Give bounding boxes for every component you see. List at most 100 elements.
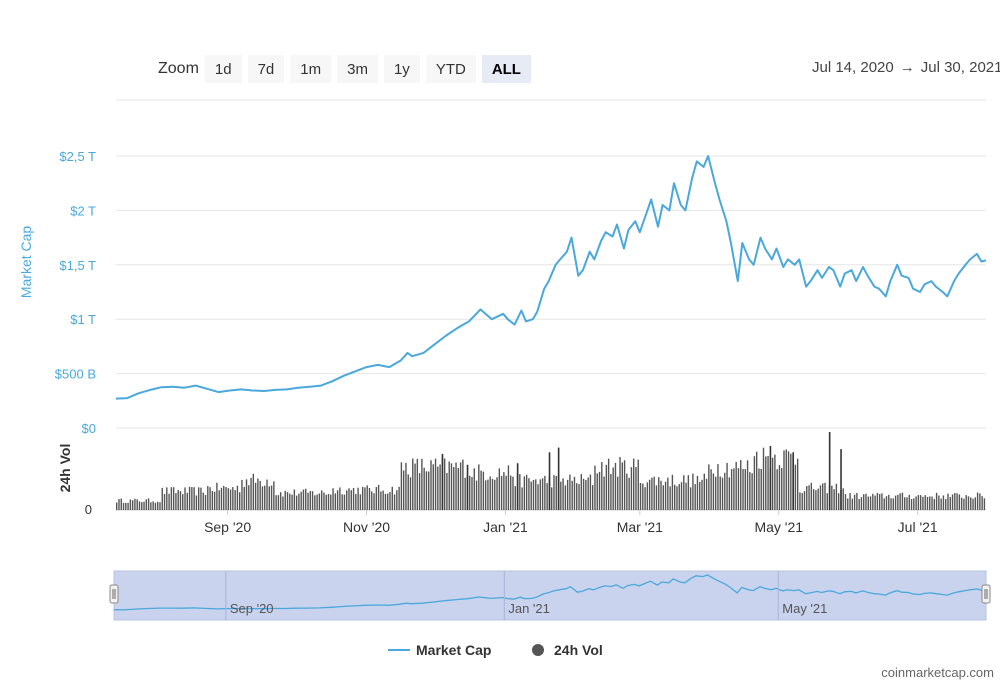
volume-bar: [594, 465, 596, 510]
volume-bar: [708, 464, 710, 510]
volume-bar: [229, 489, 232, 510]
volume-bar: [806, 486, 808, 510]
volume-bar: [546, 483, 548, 510]
volume-bar: [384, 493, 387, 510]
zoom-3m-button[interactable]: 3m: [337, 55, 378, 83]
volume-bar: [311, 491, 314, 510]
volume-bar: [744, 469, 746, 510]
volume-bar: [202, 492, 204, 510]
zoom-all-button[interactable]: ALL: [481, 55, 531, 83]
navigator-tick-label: Jan '21: [508, 601, 550, 616]
zoom-1m-button[interactable]: 1m: [290, 55, 332, 83]
volume-bar: [138, 501, 141, 510]
volume-bar: [630, 467, 633, 510]
volume-bar: [687, 475, 690, 510]
legend-item-market-cap[interactable]: Market Cap: [388, 642, 491, 658]
volume-bar: [906, 497, 908, 510]
volume-tick-label: 0: [85, 502, 92, 517]
volume-bar: [491, 478, 494, 510]
volume-bar: [945, 499, 947, 510]
date-from-input[interactable]: Jul 14, 2020: [812, 59, 894, 76]
volume-bar: [330, 494, 332, 510]
volume-bar: [494, 479, 496, 510]
volume-bar: [471, 477, 473, 510]
volume-spike-bar: [828, 432, 831, 510]
volume-bar: [316, 494, 318, 510]
volume-bar: [658, 477, 660, 510]
volume-bar: [596, 473, 598, 510]
volume-bar: [318, 493, 321, 510]
volume-bar: [197, 487, 200, 510]
volume-bar: [266, 479, 268, 510]
volume-bar: [885, 496, 888, 510]
volume-bar: [248, 485, 250, 510]
date-to-input[interactable]: Jul 30, 2021: [920, 59, 1000, 76]
volume-bar: [209, 487, 211, 510]
navigator-right-handle[interactable]: [981, 584, 991, 604]
volume-bar: [352, 487, 355, 510]
volume-bar: [480, 470, 482, 510]
volume-bar: [751, 473, 753, 510]
volume-bar: [535, 479, 537, 510]
volume-bar: [539, 479, 542, 510]
volume-bar: [409, 477, 412, 510]
volume-bar: [238, 492, 241, 510]
volume-bar: [236, 485, 239, 510]
volume-bar: [774, 454, 776, 510]
volume-bar: [507, 465, 510, 510]
volume-bar: [585, 480, 587, 510]
volume-bar: [489, 476, 491, 510]
volume-bar: [482, 471, 485, 510]
volume-bar: [175, 493, 177, 510]
volume-bar: [193, 487, 195, 510]
volume-bar: [555, 475, 557, 510]
volume-bar: [398, 486, 400, 510]
zoom-1d-button[interactable]: 1d: [204, 55, 242, 83]
legend-label: 24h Vol: [554, 642, 603, 658]
volume-bar: [901, 492, 904, 510]
zoom-ytd-button[interactable]: YTD: [425, 55, 476, 83]
volume-bar: [430, 460, 432, 510]
legend-label: Market Cap: [416, 642, 491, 658]
navigator-left-handle[interactable]: [109, 584, 119, 604]
volume-bar: [437, 466, 439, 510]
volume-bar: [291, 494, 293, 510]
volume-bar: [598, 471, 601, 510]
volume-bar: [120, 498, 122, 510]
volume-bar: [651, 477, 653, 510]
volume-bar: [277, 495, 280, 510]
volume-bar: [801, 493, 803, 510]
volume-bar: [541, 478, 544, 510]
volume-bar: [220, 487, 223, 510]
volume-bar: [293, 489, 296, 510]
zoom-1y-button[interactable]: 1y: [383, 55, 420, 83]
volume-bar: [671, 474, 674, 510]
volume-bar: [582, 478, 585, 510]
y-tick-label: $0: [82, 421, 96, 436]
volume-bar: [628, 477, 630, 510]
volume-bar: [261, 486, 264, 510]
volume-bar: [676, 486, 678, 510]
volume-bar: [355, 493, 357, 510]
volume-bar: [298, 493, 300, 510]
x-tick-label: Nov '20: [343, 519, 390, 535]
volume-bar: [689, 487, 692, 510]
volume-bar: [603, 476, 605, 510]
volume-bar: [749, 472, 751, 510]
volume-bar: [122, 502, 125, 510]
volume-spike-bar: [840, 449, 842, 510]
volume-bar: [776, 469, 778, 510]
volume-bar: [530, 481, 532, 510]
volume-bar: [740, 460, 742, 510]
volume-bar: [439, 464, 441, 510]
volume-bar: [243, 486, 245, 510]
volume-bar: [822, 483, 824, 510]
volume-bar: [510, 475, 512, 510]
volume-bar: [826, 493, 828, 510]
volume-bar: [929, 496, 931, 510]
volume-bar: [134, 498, 136, 510]
zoom-7d-button[interactable]: 7d: [247, 55, 285, 83]
volume-bar: [851, 498, 854, 510]
legend-item-volume[interactable]: 24h Vol: [532, 642, 603, 658]
volume-bar: [129, 499, 132, 510]
